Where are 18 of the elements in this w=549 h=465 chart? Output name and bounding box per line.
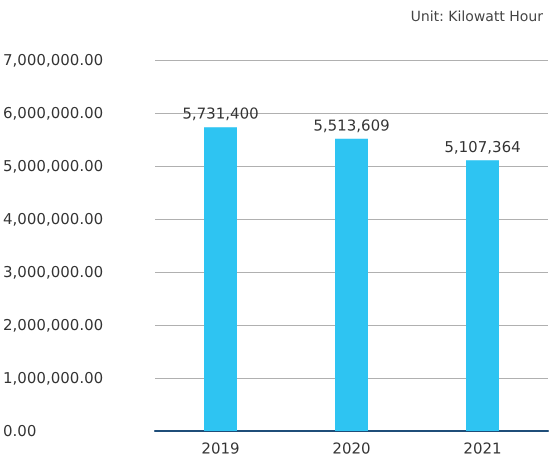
x-tick-label: 2019 <box>201 440 240 458</box>
y-tick-label: 2,000,000.00 <box>3 316 104 334</box>
y-tick-label: 3,000,000.00 <box>3 263 104 281</box>
x-tick-label: 2021 <box>463 440 502 458</box>
y-tick-label: 5,000,000.00 <box>3 157 104 175</box>
data-label: 5,513,609 <box>313 116 390 134</box>
y-tick-label: 1,000,000.00 <box>3 369 104 387</box>
text: Unit: Kilowatt Hour <box>410 9 544 25</box>
bar <box>466 160 499 431</box>
data-label: 5,731,400 <box>182 104 259 123</box>
y-tick-label: 0.00 <box>3 422 36 440</box>
y-tick-label: 7,000,000.00 <box>3 51 104 69</box>
bar <box>204 127 237 431</box>
bar <box>335 138 368 431</box>
x-tick-label: 2020 <box>332 440 371 458</box>
data-label: 5,107,364 <box>444 138 521 156</box>
y-tick-label: 6,000,000.00 <box>3 104 104 122</box>
y-tick-label: 4,000,000.00 <box>3 210 104 228</box>
